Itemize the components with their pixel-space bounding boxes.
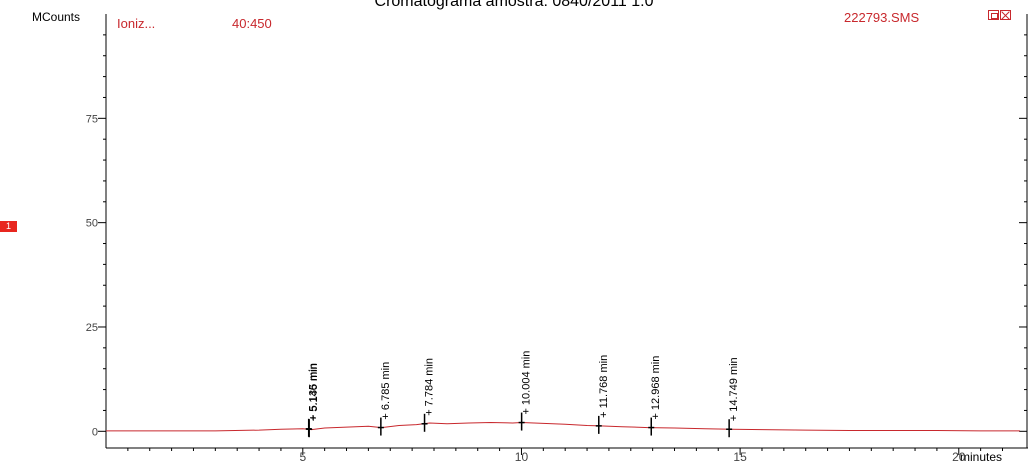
x-tick-label: 20 bbox=[952, 450, 966, 463]
peaks: + 5.135 min+ 5.146 min + 6.785 min + 7.784… bbox=[305, 351, 740, 438]
peak-label: + 7.784 min bbox=[424, 358, 436, 416]
peak-label: + 11.768 min bbox=[598, 355, 610, 418]
y-tick-label: 25 bbox=[86, 322, 98, 334]
trace-marker[interactable]: 1 bbox=[0, 221, 17, 232]
x-axis-label: minutes bbox=[960, 450, 1003, 464]
axes bbox=[105, 14, 1028, 449]
peak-label: + 10.004 min bbox=[521, 351, 533, 415]
x-tick-label: 10 bbox=[515, 450, 529, 463]
y-tick-label: 0 bbox=[92, 426, 98, 438]
trace-line bbox=[106, 421, 1020, 432]
close-icon[interactable] bbox=[1000, 10, 1011, 20]
mass-range: 40:450 bbox=[232, 16, 272, 31]
window-controls bbox=[988, 10, 1011, 20]
peak-label: + 14.749 min bbox=[728, 357, 740, 421]
ticks: 0 25 50 75 5 10 15 20 bbox=[86, 34, 1027, 463]
trace bbox=[106, 421, 1020, 432]
file-name: 222793.SMS bbox=[844, 10, 920, 25]
chart-title: Cromatograma amostra: 0840/2011 1:0 bbox=[374, 0, 654, 10]
x-tick-label: 5 bbox=[299, 450, 306, 463]
peak-label: + 6.785 min bbox=[380, 362, 392, 420]
peak-label: + 12.968 min bbox=[650, 356, 662, 420]
y-axis-label: MCounts bbox=[32, 10, 81, 24]
x-tick-label: 15 bbox=[733, 450, 747, 463]
peak-label: + 5.146 min bbox=[308, 363, 320, 421]
restore-icon[interactable] bbox=[988, 10, 999, 20]
y-tick-label: 50 bbox=[86, 218, 98, 230]
y-tick-label: 75 bbox=[86, 113, 98, 125]
peak-label: + 5.135 min bbox=[308, 363, 320, 421]
trace-name[interactable]: Ioniz... bbox=[117, 16, 156, 31]
